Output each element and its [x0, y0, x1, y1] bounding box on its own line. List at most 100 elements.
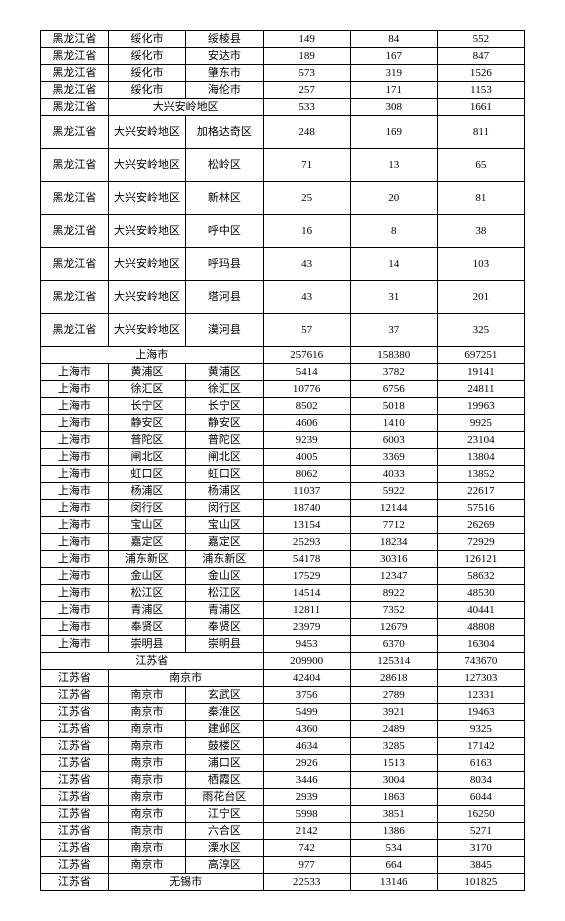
province-cell: 上海市 — [41, 415, 109, 432]
value-cell: 30316 — [350, 551, 437, 568]
table-row: 江苏省南京市4240428618127303 — [41, 670, 525, 687]
district-cell: 普陀区 — [186, 432, 263, 449]
value-cell: 23104 — [437, 432, 524, 449]
value-cell: 14 — [350, 248, 437, 281]
province-cell: 江苏省 — [41, 840, 109, 857]
city-cell: 徐汇区 — [108, 381, 185, 398]
city-cell: 虹口区 — [108, 466, 185, 483]
table-row: 江苏省南京市高淳区9776643845 — [41, 857, 525, 874]
province-cell: 黑龙江省 — [41, 182, 109, 215]
value-cell: 167 — [350, 48, 437, 65]
value-cell: 4005 — [263, 449, 350, 466]
value-cell: 18740 — [263, 500, 350, 517]
value-cell: 57516 — [437, 500, 524, 517]
table-row: 上海市徐汇区徐汇区10776675624811 — [41, 381, 525, 398]
table-row: 江苏省南京市建邺区436024899325 — [41, 721, 525, 738]
district-cell: 闸北区 — [186, 449, 263, 466]
city-cell: 无锡市 — [108, 874, 263, 891]
province-cell: 江苏省 — [41, 755, 109, 772]
value-cell: 9239 — [263, 432, 350, 449]
table-row: 上海市奉贤区奉贤区239791267948808 — [41, 619, 525, 636]
district-cell: 加格达奇区 — [186, 116, 263, 149]
value-cell: 16 — [263, 215, 350, 248]
value-cell: 13154 — [263, 517, 350, 534]
value-cell: 1153 — [437, 82, 524, 99]
district-cell: 静安区 — [186, 415, 263, 432]
value-cell: 58632 — [437, 568, 524, 585]
table-row: 江苏省南京市六合区214213865271 — [41, 823, 525, 840]
city-cell: 南京市 — [108, 840, 185, 857]
city-cell: 绥化市 — [108, 82, 185, 99]
city-cell: 闸北区 — [108, 449, 185, 466]
table-row: 上海市嘉定区嘉定区252931823472929 — [41, 534, 525, 551]
province-cell: 上海市 — [41, 619, 109, 636]
table-row: 黑龙江省大兴安岭地区漠河县5737325 — [41, 314, 525, 347]
value-cell: 8062 — [263, 466, 350, 483]
value-cell: 3369 — [350, 449, 437, 466]
province-cell: 上海市 — [41, 347, 264, 364]
value-cell: 23979 — [263, 619, 350, 636]
province-cell: 上海市 — [41, 534, 109, 551]
value-cell: 12347 — [350, 568, 437, 585]
value-cell: 25293 — [263, 534, 350, 551]
value-cell: 12811 — [263, 602, 350, 619]
value-cell: 325 — [437, 314, 524, 347]
value-cell: 6003 — [350, 432, 437, 449]
district-cell: 长宁区 — [186, 398, 263, 415]
value-cell: 3004 — [350, 772, 437, 789]
value-cell: 4634 — [263, 738, 350, 755]
district-cell: 高淳区 — [186, 857, 263, 874]
value-cell: 3851 — [350, 806, 437, 823]
value-cell: 40441 — [437, 602, 524, 619]
value-cell: 12679 — [350, 619, 437, 636]
value-cell: 19463 — [437, 704, 524, 721]
value-cell: 6163 — [437, 755, 524, 772]
district-cell: 青浦区 — [186, 602, 263, 619]
city-cell: 金山区 — [108, 568, 185, 585]
table-row: 上海市崇明县崇明县9453637016304 — [41, 636, 525, 653]
value-cell: 127303 — [437, 670, 524, 687]
value-cell: 9925 — [437, 415, 524, 432]
value-cell: 57 — [263, 314, 350, 347]
value-cell: 1526 — [437, 65, 524, 82]
table-row: 江苏省南京市江宁区5998385116250 — [41, 806, 525, 823]
province-cell: 黑龙江省 — [41, 149, 109, 182]
province-cell: 江苏省 — [41, 704, 109, 721]
value-cell: 169 — [350, 116, 437, 149]
district-cell: 栖霞区 — [186, 772, 263, 789]
value-cell: 308 — [350, 99, 437, 116]
value-cell: 743670 — [437, 653, 524, 670]
province-cell: 上海市 — [41, 500, 109, 517]
value-cell: 13 — [350, 149, 437, 182]
city-cell: 大兴安岭地区 — [108, 99, 263, 116]
value-cell: 248 — [263, 116, 350, 149]
value-cell: 7352 — [350, 602, 437, 619]
value-cell: 22617 — [437, 483, 524, 500]
value-cell: 3170 — [437, 840, 524, 857]
value-cell: 977 — [263, 857, 350, 874]
district-cell: 奉贤区 — [186, 619, 263, 636]
district-cell: 徐汇区 — [186, 381, 263, 398]
province-cell: 上海市 — [41, 466, 109, 483]
value-cell: 4606 — [263, 415, 350, 432]
province-cell: 上海市 — [41, 398, 109, 415]
value-cell: 3756 — [263, 687, 350, 704]
city-cell: 南京市 — [108, 704, 185, 721]
value-cell: 28618 — [350, 670, 437, 687]
province-cell: 江苏省 — [41, 823, 109, 840]
value-cell: 8502 — [263, 398, 350, 415]
value-cell: 13146 — [350, 874, 437, 891]
table-row: 黑龙江省大兴安岭地区呼玛县4314103 — [41, 248, 525, 281]
city-cell: 长宁区 — [108, 398, 185, 415]
value-cell: 13804 — [437, 449, 524, 466]
province-cell: 江苏省 — [41, 789, 109, 806]
value-cell: 4033 — [350, 466, 437, 483]
value-cell: 101825 — [437, 874, 524, 891]
value-cell: 3782 — [350, 364, 437, 381]
value-cell: 552 — [437, 31, 524, 48]
city-cell: 绥化市 — [108, 48, 185, 65]
city-cell: 南京市 — [108, 857, 185, 874]
table-row: 江苏省南京市溧水区7425343170 — [41, 840, 525, 857]
value-cell: 257 — [263, 82, 350, 99]
city-cell: 南京市 — [108, 721, 185, 738]
